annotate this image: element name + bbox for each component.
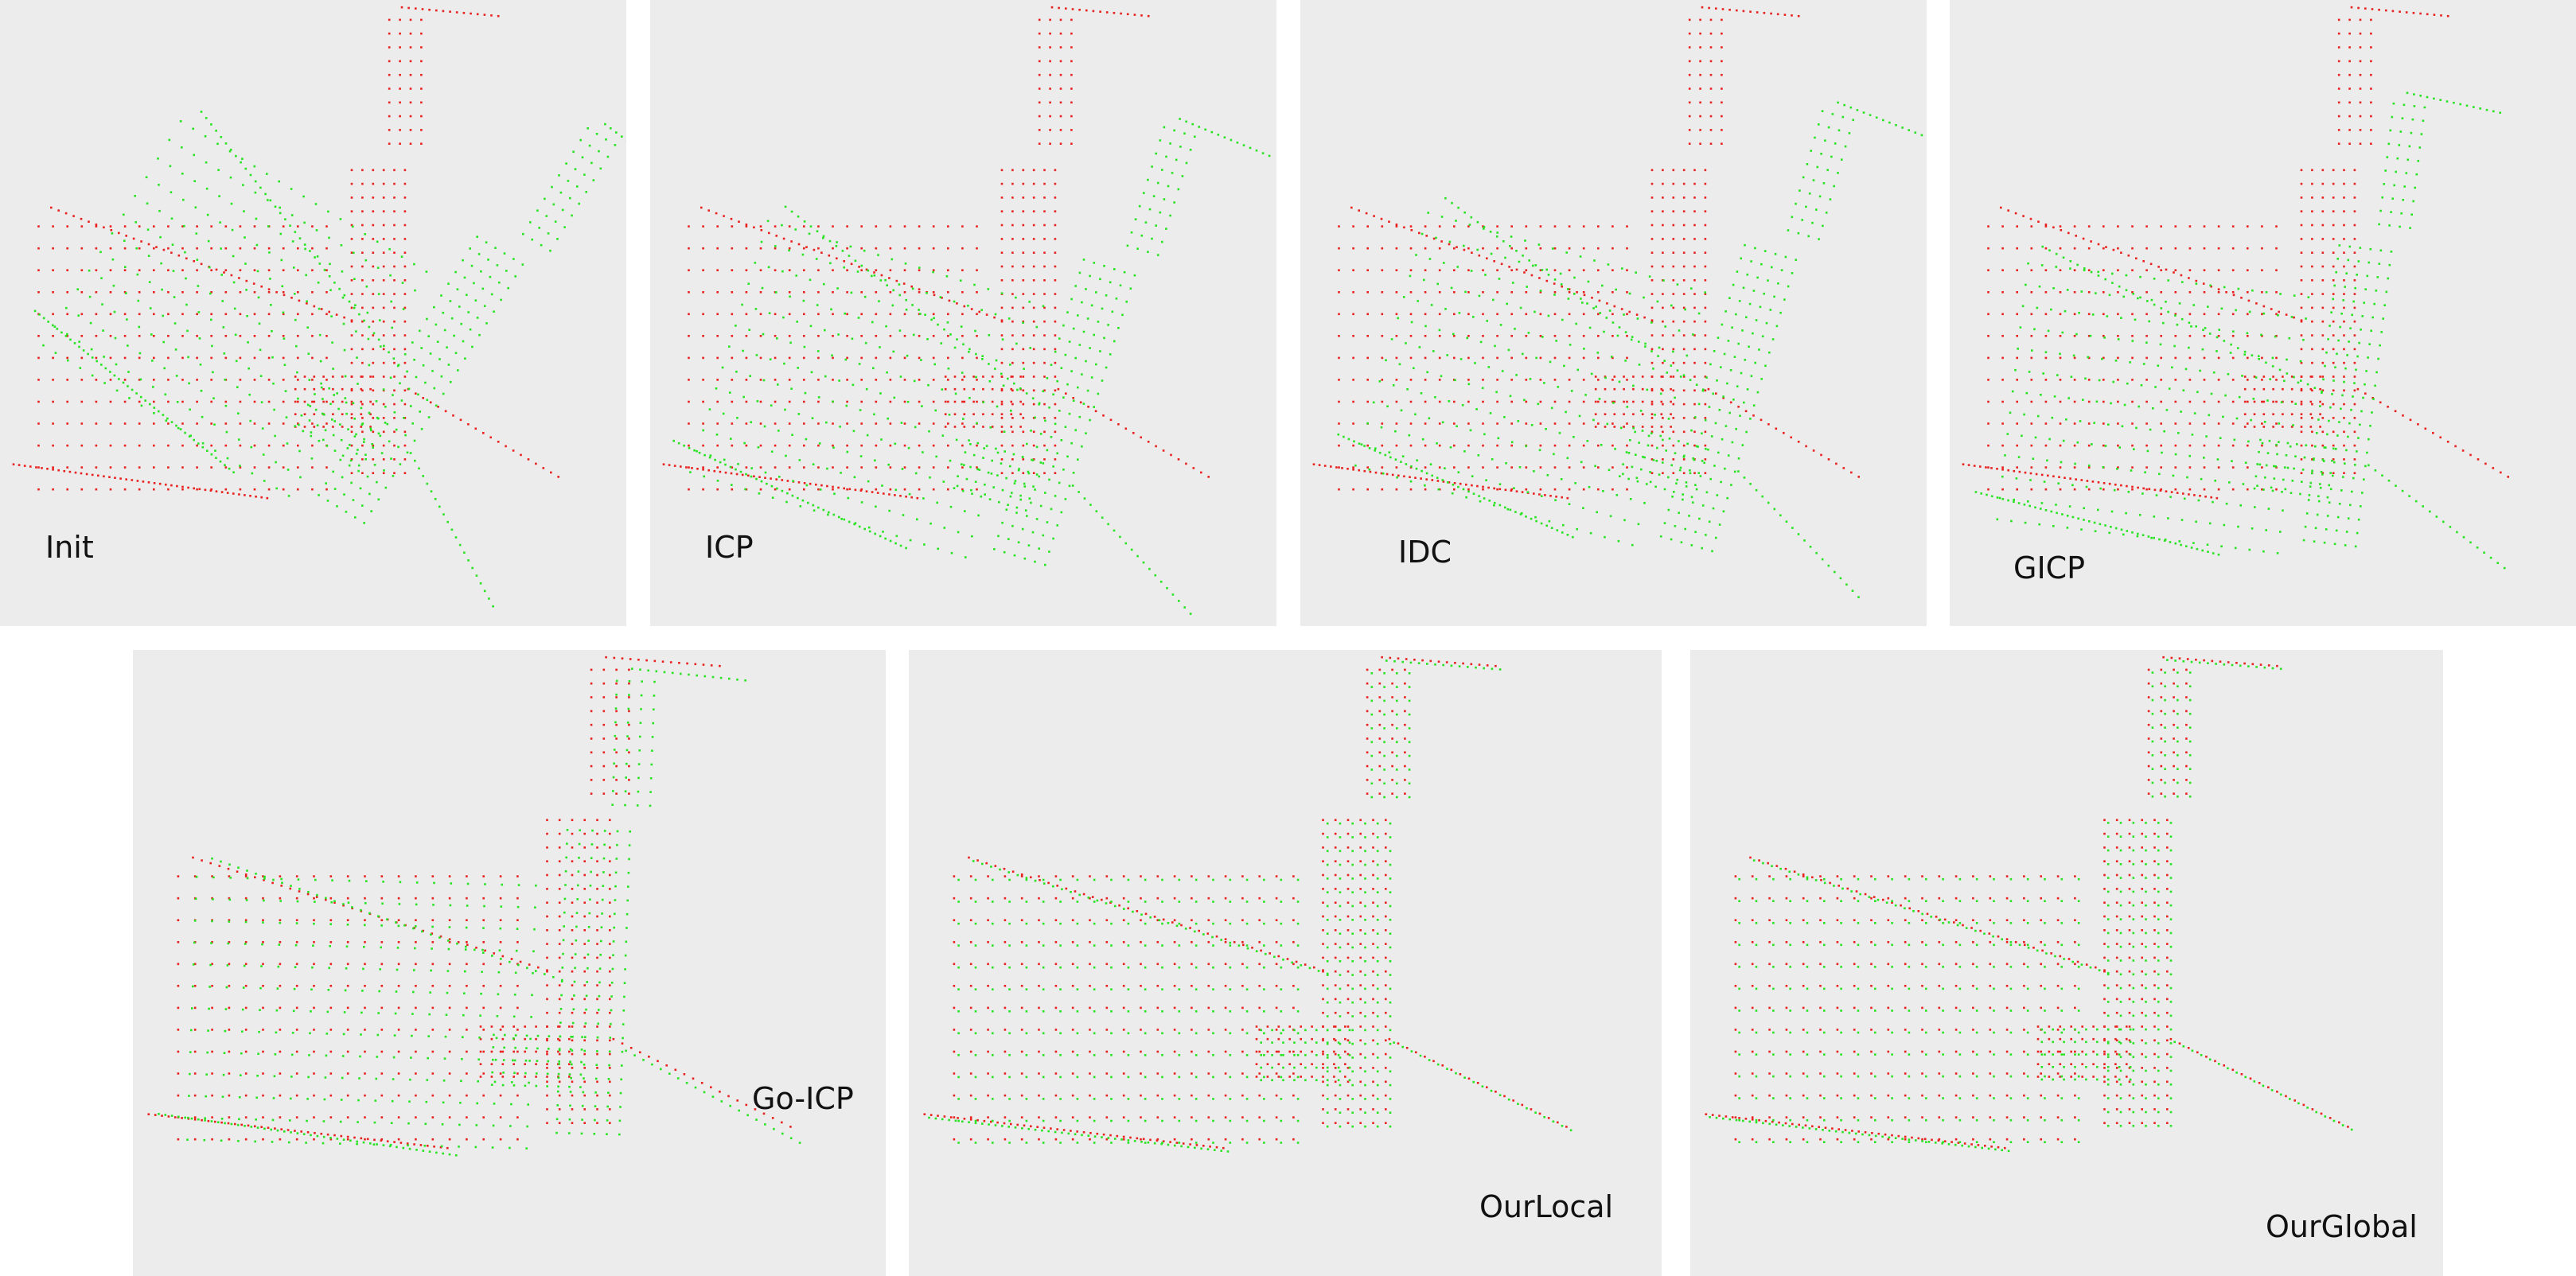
point-cloud-ourglobal (1705, 656, 2353, 1153)
panel-idc: IDC (1300, 0, 1927, 626)
point-cloud-init (12, 6, 626, 608)
panel-goicp: Go-ICP (133, 650, 886, 1276)
panel-label-idc: IDC (1398, 535, 1452, 570)
panel-ourglobal: OurGlobal (1690, 650, 2443, 1276)
point-cloud-ourlocal (923, 656, 1572, 1153)
panel-label-goicp: Go-ICP (752, 1081, 854, 1116)
point-cloud-icp (662, 6, 1271, 615)
panel-label-gicp: GICP (2013, 550, 2086, 585)
panel-gicp: GICP (1950, 0, 2576, 626)
panel-label-ourlocal: OurLocal (1479, 1189, 1614, 1224)
point-cloud-idc (1312, 6, 1923, 598)
point-cloud-gicp (1962, 6, 2509, 570)
panel-label-icp: ICP (705, 530, 754, 565)
point-cloud-goicp (147, 656, 801, 1157)
panel-icp: ICP (650, 0, 1276, 626)
panel-ourlocal: OurLocal (909, 650, 1662, 1276)
panel-init: Init (0, 0, 626, 626)
panel-label-init: Init (45, 530, 94, 565)
panel-label-ourglobal: OurGlobal (2266, 1209, 2418, 1244)
